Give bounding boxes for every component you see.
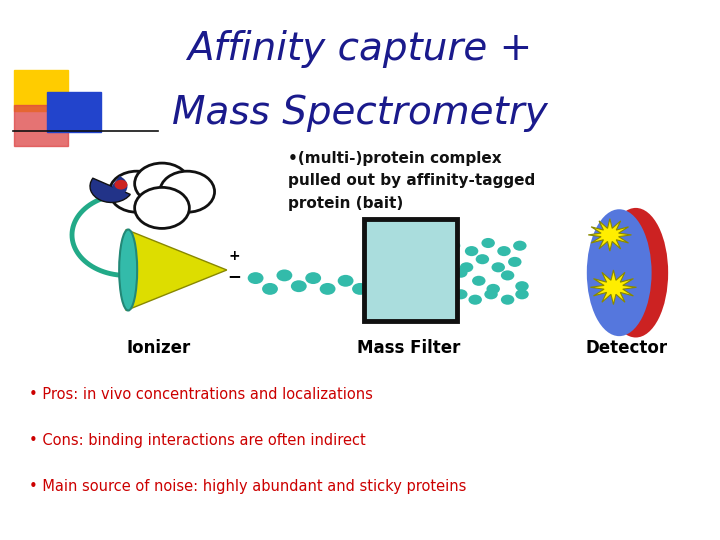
Circle shape — [487, 284, 500, 294]
Bar — [364, 219, 457, 321]
Polygon shape — [126, 230, 227, 310]
Circle shape — [440, 279, 453, 288]
Circle shape — [465, 246, 478, 256]
Text: • Main source of noise: highly abundant and sticky proteins: • Main source of noise: highly abundant … — [29, 478, 466, 494]
Circle shape — [114, 180, 127, 190]
Circle shape — [501, 271, 514, 280]
Ellipse shape — [120, 230, 137, 310]
Circle shape — [454, 289, 467, 299]
Ellipse shape — [603, 208, 668, 338]
Circle shape — [135, 163, 189, 204]
Text: Mass Filter: Mass Filter — [357, 339, 461, 357]
Circle shape — [248, 272, 264, 284]
Polygon shape — [590, 270, 636, 305]
Circle shape — [454, 268, 467, 278]
Circle shape — [305, 272, 321, 284]
Circle shape — [482, 238, 495, 248]
Text: Detector: Detector — [585, 339, 667, 357]
Circle shape — [444, 257, 456, 267]
Ellipse shape — [587, 209, 652, 336]
Text: −: − — [227, 267, 241, 286]
Circle shape — [276, 269, 292, 281]
Circle shape — [160, 171, 215, 212]
Circle shape — [498, 246, 510, 256]
Text: • Cons: binding interactions are often indirect: • Cons: binding interactions are often i… — [29, 433, 366, 448]
Circle shape — [516, 281, 528, 291]
Circle shape — [447, 241, 460, 251]
Circle shape — [485, 289, 498, 299]
Circle shape — [109, 171, 164, 212]
Circle shape — [291, 280, 307, 292]
Text: Affinity capture +: Affinity capture + — [187, 30, 533, 68]
Circle shape — [513, 241, 526, 251]
Text: Mass Spectrometry: Mass Spectrometry — [172, 94, 548, 132]
Circle shape — [476, 254, 489, 264]
Text: • Pros: in vivo concentrations and localizations: • Pros: in vivo concentrations and local… — [29, 387, 373, 402]
Polygon shape — [588, 219, 631, 251]
Circle shape — [469, 295, 482, 305]
Text: +: + — [228, 249, 240, 264]
Text: Ionizer: Ionizer — [126, 339, 191, 357]
Circle shape — [338, 275, 354, 287]
Bar — [47, 92, 101, 132]
Text: •(multi-)protein complex
pulled out by affinity-tagged
protein (bait): •(multi-)protein complex pulled out by a… — [288, 151, 535, 211]
Bar — [14, 70, 68, 111]
Circle shape — [352, 283, 368, 295]
Circle shape — [135, 187, 189, 228]
Circle shape — [320, 283, 336, 295]
Wedge shape — [112, 176, 127, 197]
Wedge shape — [90, 178, 130, 202]
Circle shape — [262, 283, 278, 295]
Circle shape — [516, 289, 528, 299]
Bar — [14, 105, 68, 146]
Circle shape — [501, 295, 514, 305]
Circle shape — [492, 262, 505, 272]
Circle shape — [508, 257, 521, 267]
Circle shape — [472, 276, 485, 286]
Circle shape — [460, 262, 473, 272]
